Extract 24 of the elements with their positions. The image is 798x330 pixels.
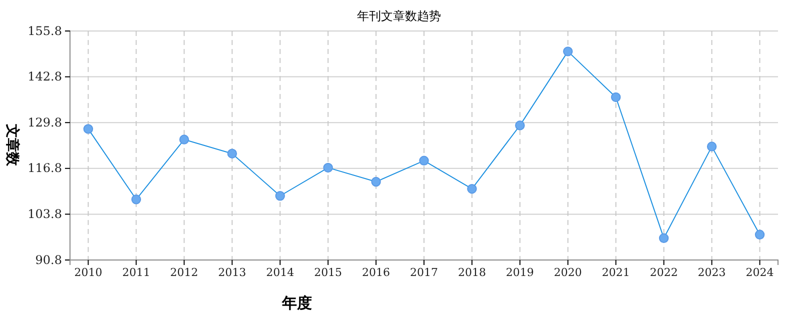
- y-tick-label: 129.8: [28, 115, 62, 130]
- y-tick-label: 155.8: [28, 24, 62, 38]
- y-tick-label: 142.8: [28, 70, 62, 84]
- x-tick-label: 2013: [218, 266, 246, 279]
- x-tick-label: 2020: [554, 266, 582, 279]
- x-tick-label: 2015: [314, 266, 342, 279]
- y-tick-label: 116.8: [28, 161, 62, 176]
- x-tick-label: 2019: [506, 266, 534, 279]
- chart-title: 年刊文章数趋势: [357, 9, 441, 23]
- x-tick-label: 2016: [362, 266, 390, 279]
- x-tick-label: 2014: [266, 266, 294, 279]
- x-tick-label: 2024: [746, 266, 774, 279]
- x-axis-title: 年度: [281, 294, 312, 312]
- x-tick-label: 2018: [458, 266, 486, 279]
- x-tick-label: 2011: [122, 266, 150, 279]
- x-tick-label: 2017: [410, 266, 438, 279]
- y-tick-label: 103.8: [28, 207, 62, 222]
- x-tick-label: 2012: [170, 266, 198, 279]
- x-tick-label: 2023: [698, 266, 726, 279]
- y-axis-title: 文章数: [4, 123, 21, 167]
- x-tick-label: 2010: [74, 266, 102, 279]
- y-tick-label: 90.8: [35, 252, 62, 267]
- x-tick-label: 2021: [602, 266, 630, 279]
- x-tick-label: 2022: [650, 266, 678, 279]
